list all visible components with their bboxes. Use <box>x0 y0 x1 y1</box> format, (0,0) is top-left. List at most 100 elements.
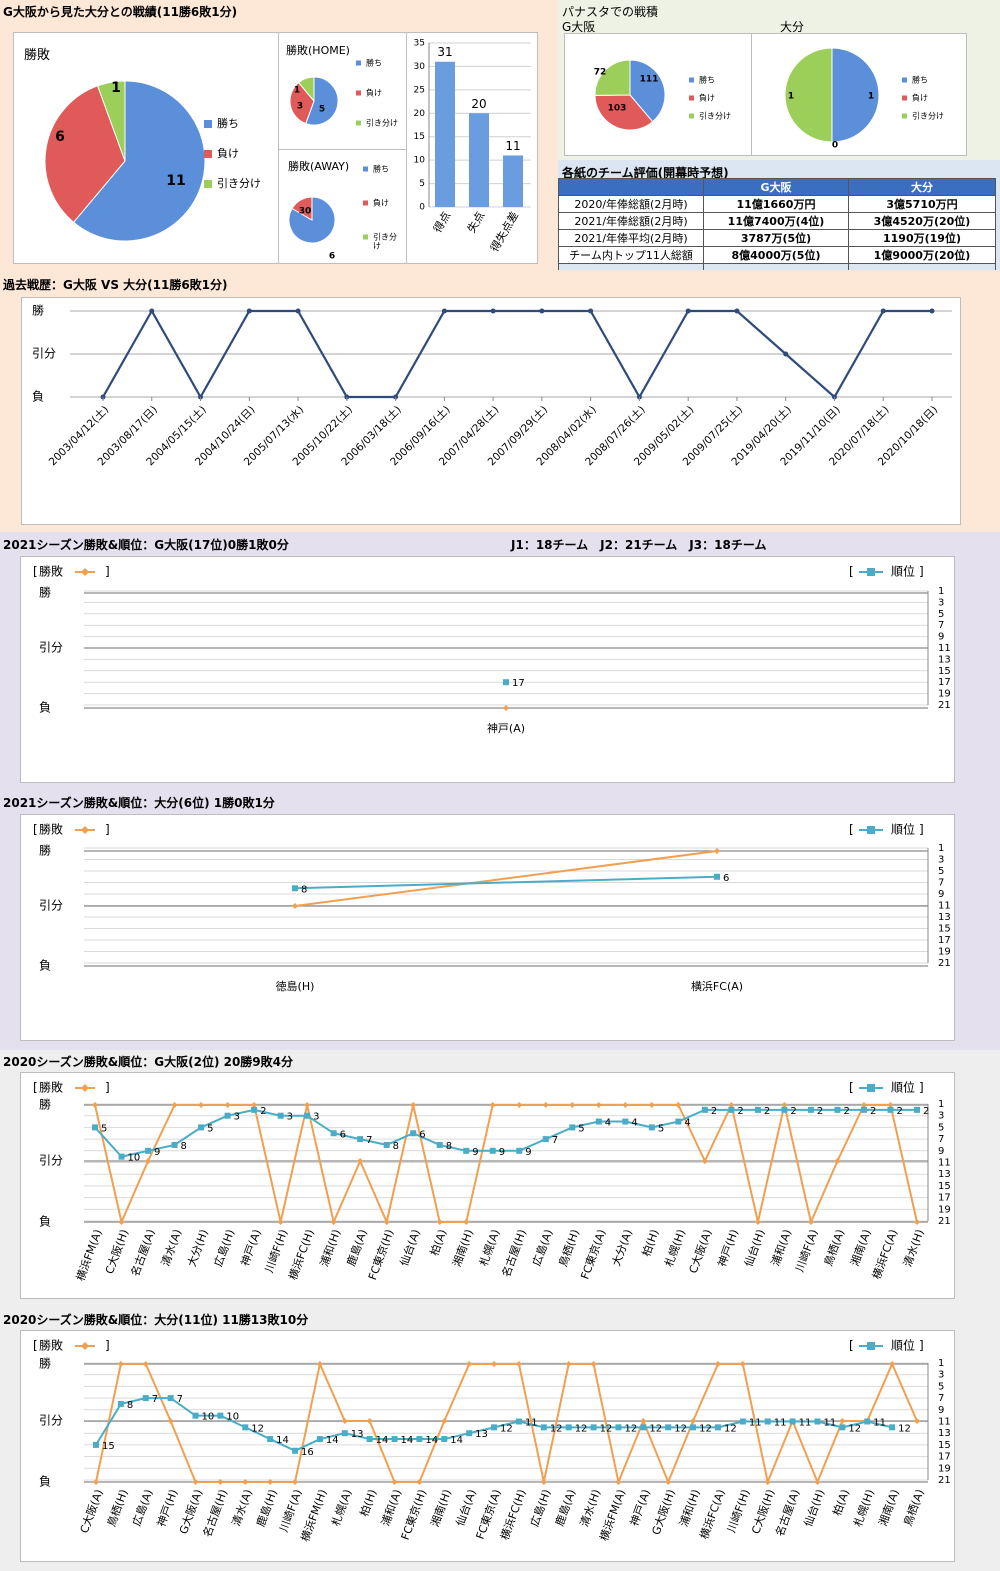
legend-label: 順位 <box>891 1338 915 1353</box>
legend-swatch <box>902 113 907 119</box>
s2020-oita-title: 2020シーズン勝敗&順位：大分(11位) 11勝13敗10分 <box>3 1313 309 1327</box>
rank-point <box>171 1141 178 1148</box>
y-level-label: 引分 <box>32 347 56 361</box>
rank-point <box>565 1424 572 1431</box>
rank-data-label: 2 <box>260 1106 266 1117</box>
x-tick-label: 鹿島(H) <box>253 1487 279 1528</box>
legend-label: 負け <box>373 198 389 208</box>
legend-swatch <box>363 166 368 172</box>
win-slice <box>305 76 339 126</box>
x-tick-label: 札幌(H) <box>850 1487 876 1528</box>
result-point <box>807 1219 814 1225</box>
rating-cell: 11億1660万円 <box>703 195 849 213</box>
result-point <box>565 1361 572 1367</box>
result-line <box>94 1101 918 1226</box>
result-point <box>198 1102 205 1108</box>
result-point <box>814 1479 821 1485</box>
history-chart-box: 勝引分負 2003/04/12(土) 2003/08/17(日) 2004/05/15… <box>21 297 961 525</box>
rank-data-label: 7 <box>152 1394 158 1405</box>
result-point <box>714 848 720 854</box>
rating-row: チーム内トップ11人総額 8億4000万(5位) 1億9000万(20位) <box>558 246 996 264</box>
rank-point <box>690 1424 697 1431</box>
result-point <box>277 1219 284 1225</box>
legend-bracket: ] <box>919 823 924 837</box>
rank-tick-label: 5 <box>938 1122 944 1133</box>
rank-tick-label: 7 <box>938 620 944 631</box>
legend-label: 引き分け <box>912 112 944 121</box>
rating-cell: 11億7400万(4位) <box>703 212 849 230</box>
x-tick-label: 清水(A) <box>230 1488 255 1528</box>
rank-point <box>304 1112 311 1119</box>
history-point <box>539 308 545 314</box>
rank-data-label: 3 <box>287 1112 293 1123</box>
rank-tick-label: 17 <box>938 677 951 688</box>
rank-data-label: 9 <box>472 1147 478 1158</box>
rank-point <box>542 1136 549 1143</box>
rank-tick-label: 11 <box>938 1158 951 1169</box>
rank-point <box>117 1400 124 1407</box>
legend-bracket: [ <box>33 565 38 579</box>
panasta-gosaka-box: 111 103 72 勝ち 負け 引き分け <box>564 33 752 156</box>
y-level-label: 引分 <box>39 1154 63 1168</box>
rank-data-label: 5 <box>207 1123 213 1134</box>
pie-data-label: 1 <box>111 80 121 96</box>
pie-data-label: 30 <box>299 207 312 217</box>
rank-point <box>192 1412 199 1419</box>
win-slice <box>629 59 666 123</box>
legend-label: 勝ち <box>217 116 239 130</box>
legend-label: 勝敗 <box>39 564 63 579</box>
history-chart: 勝引分負2003/04/12(土)2003/08/17(日)2004/05/15… <box>32 303 952 468</box>
rank-point <box>622 1118 629 1125</box>
x-tick-label: 鳥栖(A) <box>900 1487 926 1528</box>
result-line <box>95 1360 918 1486</box>
x-tick-label: 仙台(A) <box>397 1227 423 1268</box>
rank-tick-label: 9 <box>938 889 944 900</box>
rank-point <box>436 1141 443 1148</box>
rank-point <box>489 1147 496 1154</box>
result-point <box>383 1219 390 1225</box>
rank-data-label: 7 <box>177 1394 183 1405</box>
rank-point <box>540 1424 547 1431</box>
rank-data-label: 12 <box>649 1423 662 1434</box>
x-tick-label: C大阪(H) <box>748 1487 777 1536</box>
rank-point <box>728 1106 735 1113</box>
history-section: 過去戦歴：G大阪 VS 大分(11勝6敗1分) 勝引分負 2003/04/12(土… <box>0 270 1000 532</box>
rank-data-label: 2 <box>737 1106 743 1117</box>
rank-data-label: 11 <box>749 1418 762 1429</box>
rank-data-label: 6 <box>723 873 729 884</box>
rank-data-label: 10 <box>128 1153 141 1164</box>
x-tick-label: 鹿島(A) <box>552 1487 578 1528</box>
rank-point <box>860 1106 867 1113</box>
rank-point <box>887 1106 894 1113</box>
rank-tick-label: 13 <box>938 1169 951 1180</box>
rank-tick-label: 3 <box>938 1111 944 1122</box>
y-level-label: 引分 <box>39 641 63 655</box>
rank-point <box>118 1153 125 1160</box>
result-point <box>92 1102 98 1108</box>
history-point <box>490 308 496 314</box>
rank-data-label: 2 <box>711 1106 717 1117</box>
x-tick-label: 札幌(H) <box>662 1227 688 1268</box>
rank-data-label: 12 <box>699 1423 712 1434</box>
history-point <box>929 308 935 314</box>
rank-point <box>167 1395 174 1402</box>
result-point <box>251 1102 258 1108</box>
y-tick-label: 15 <box>414 132 425 142</box>
panasta-title: パナスタでの戦積 <box>562 5 659 19</box>
legend-swatch <box>689 77 694 83</box>
rating-cell: 2021/年俸平均(2月時) <box>558 229 704 247</box>
rank-point <box>463 1147 470 1154</box>
x-tick-label: 川崎F(H) <box>262 1227 291 1274</box>
x-tick-label: 清水(H) <box>578 1488 604 1529</box>
rank-data-label: 16 <box>301 1447 314 1458</box>
result-point <box>781 1102 788 1108</box>
rank-data-label: 3 <box>234 1112 240 1123</box>
rank-data-label: 5 <box>101 1123 107 1134</box>
rank-point <box>251 1106 258 1113</box>
rank-point <box>739 1418 746 1425</box>
draw-slice <box>784 47 833 143</box>
rank-point <box>198 1124 205 1131</box>
rank-data-label: 7 <box>552 1135 558 1146</box>
y-tick-label: 25 <box>414 85 425 95</box>
